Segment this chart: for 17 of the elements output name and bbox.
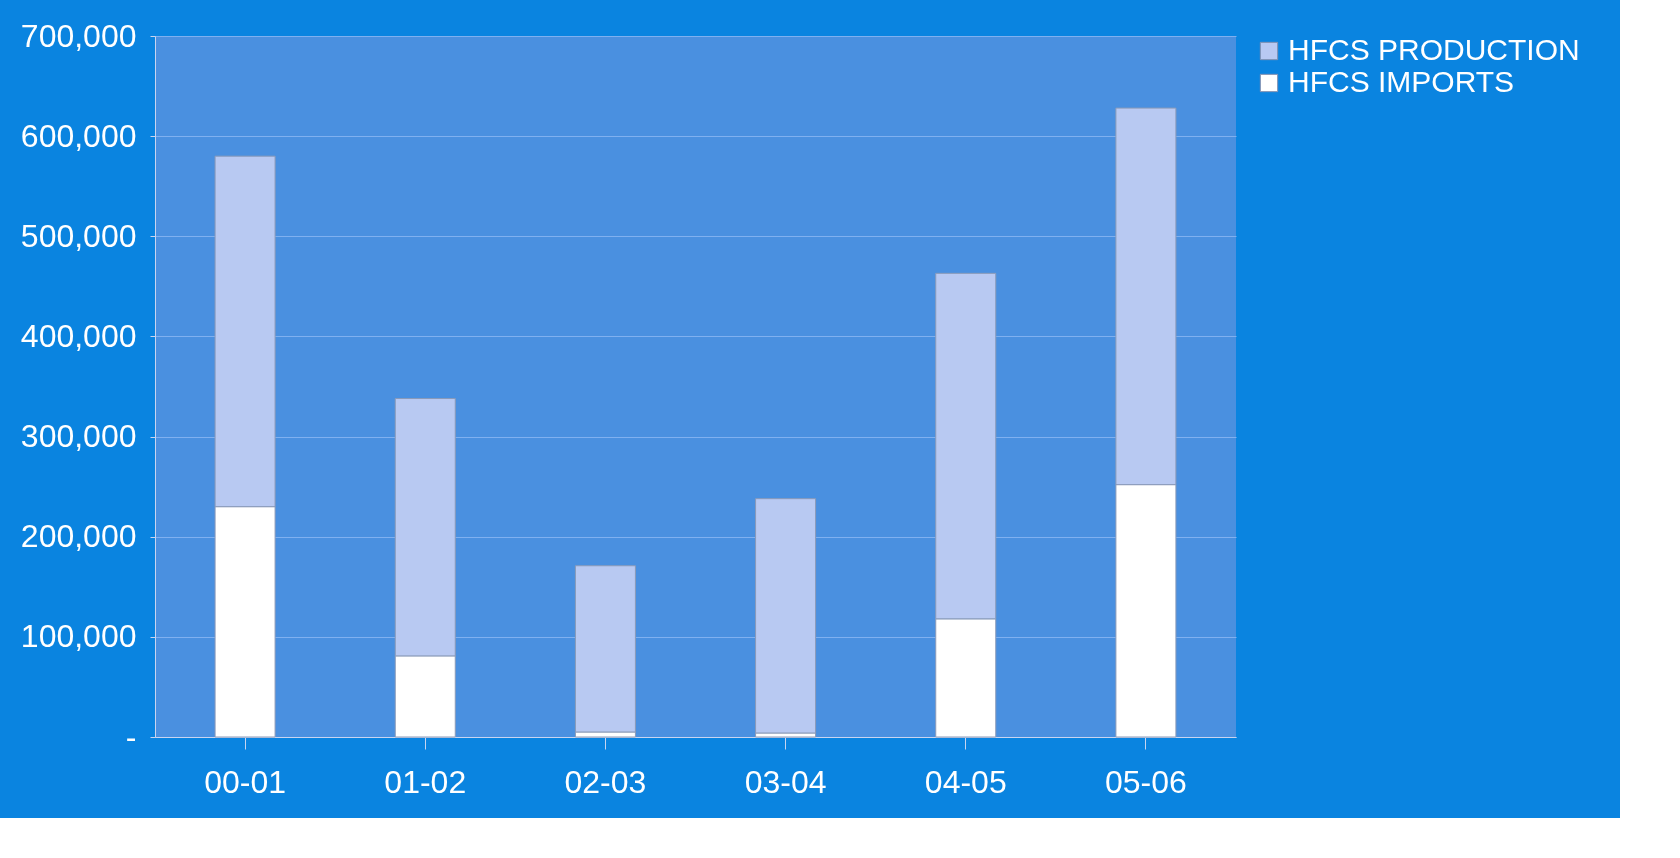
- x-tick-label: 05-06: [1104, 763, 1187, 800]
- x-tick-label: 04-05: [924, 763, 1007, 800]
- y-tick-label: -: [125, 718, 137, 755]
- x-tick-label: 01-02: [384, 763, 467, 800]
- bar: [755, 498, 817, 734]
- y-tick-label: 400,000: [20, 317, 137, 354]
- y-tick-label: 200,000: [20, 518, 137, 555]
- y-tick-label: 700,000: [20, 17, 137, 54]
- x-tick-label: 03-04: [744, 763, 827, 800]
- y-tick-label: 300,000: [20, 418, 137, 455]
- y-tick-label: 500,000: [20, 217, 137, 254]
- x-tick-label: 02-03: [564, 763, 647, 800]
- x-tick-label: 00-01: [204, 763, 287, 800]
- y-tick-label: 600,000: [20, 117, 137, 154]
- legend-label: HFCS IMPORTS: [1288, 65, 1515, 98]
- legend-label: HFCS PRODUCTION: [1288, 33, 1580, 66]
- y-tick-label: 100,000: [20, 618, 137, 655]
